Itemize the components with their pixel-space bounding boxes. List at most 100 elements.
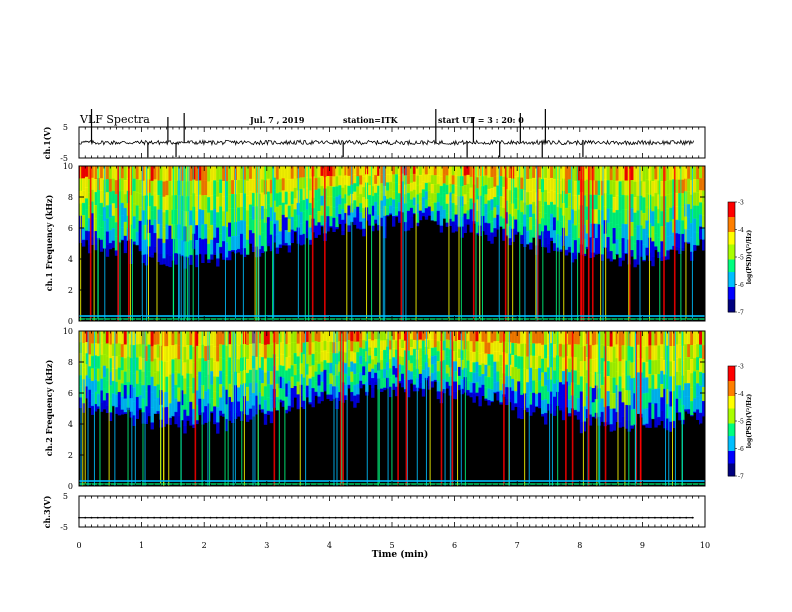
spectrogram-cell	[696, 396, 700, 410]
spectrogram-cell	[478, 364, 482, 377]
spectrogram-cell	[606, 208, 611, 224]
spectrogram-cell	[558, 221, 563, 236]
spectrogram-cell	[269, 193, 274, 208]
spectrogram-cell	[406, 379, 411, 391]
spectrogram-cell	[675, 246, 679, 251]
spectrogram-cell	[362, 228, 366, 237]
spectrogram-cell	[418, 365, 423, 375]
spectrogram-cell	[645, 346, 649, 363]
spectrogram-cell	[198, 166, 202, 181]
spectrogram-cell	[594, 194, 599, 210]
spectrogram-cell	[332, 176, 336, 188]
spectrogram-cell	[535, 331, 539, 344]
spectrogram-cell	[216, 242, 220, 259]
spectrogram-cell	[183, 425, 187, 434]
spectrogram-cell	[123, 221, 128, 237]
colorbar-swatch	[728, 287, 735, 290]
spectrogram-cell	[102, 331, 107, 343]
spectrogram-cell	[317, 331, 321, 343]
spectrogram-cell	[445, 347, 450, 357]
spectrogram-cell	[293, 176, 298, 189]
spectrogram-cell	[576, 331, 581, 345]
spectrogram-cell	[305, 352, 309, 365]
spectrogram-cell	[400, 365, 405, 375]
ch3-sample-dot	[359, 516, 362, 519]
spectrogram-cell	[544, 412, 548, 425]
spectrogram-cell	[281, 388, 286, 401]
spectrogram-cell	[347, 375, 351, 386]
spectrogram-cell	[675, 331, 679, 345]
spectrogram-cell	[445, 184, 450, 195]
spectrogram-cell	[329, 383, 333, 395]
spectrogram-cell	[156, 371, 160, 385]
sferic-streak	[668, 331, 670, 486]
ch3-waveform-panel: 5 -5 ch.3(V)	[42, 492, 706, 532]
spectrogram-cell	[487, 354, 491, 366]
spectrogram-cell	[472, 331, 476, 342]
spectrogram-cell	[257, 249, 262, 257]
spectrogram-cell	[257, 331, 262, 344]
spectrogram-cell	[529, 178, 533, 192]
spectrogram-cell	[320, 351, 324, 362]
sferic-streak	[555, 166, 557, 321]
spectrogram-cell	[356, 206, 360, 218]
spectrogram-cell	[99, 202, 104, 216]
spectrogram-cell	[275, 331, 280, 345]
spectrogram-cell	[454, 371, 458, 382]
spectrogram-cell	[535, 368, 539, 382]
spectrogram-cell	[371, 340, 375, 351]
spectrogram-cell	[552, 357, 557, 371]
spectrogram-cell	[618, 406, 622, 423]
spectrogram-cell	[359, 364, 363, 373]
spectrogram-cell	[696, 344, 700, 358]
spectrogram-cell	[600, 357, 605, 372]
spectrogram-cell	[129, 195, 134, 211]
spectrogram-cell	[207, 197, 211, 214]
spectrogram-cell	[287, 179, 292, 193]
spectrogram-cell	[186, 345, 190, 360]
spectrogram-cell	[454, 361, 458, 372]
spectrogram-cell	[645, 423, 649, 428]
ch3-sample-dot	[128, 516, 130, 519]
spectrogram-cell	[299, 395, 303, 408]
spectrogram-cell	[213, 180, 217, 196]
sferic-streak	[617, 331, 619, 486]
spectrogram-cell	[487, 177, 491, 190]
spectrogram-cell	[338, 166, 342, 177]
spectrogram-cell	[201, 166, 205, 182]
spectrogram-cell	[430, 347, 435, 357]
spectrogram-cell	[254, 395, 259, 409]
spectrogram-cell	[475, 177, 479, 189]
spectrogram-cell	[231, 250, 235, 252]
spectrogram-cell	[585, 357, 590, 371]
spectrogram-cell	[204, 391, 208, 407]
spectrogram-cell	[514, 166, 518, 178]
spectrogram-cell	[225, 389, 229, 405]
spectrogram-cell	[544, 331, 548, 346]
spectrogram-cell	[281, 331, 286, 343]
spectrogram-cell	[654, 345, 658, 361]
spectrogram-cell	[284, 383, 289, 398]
spectrogram-cell	[535, 343, 539, 357]
spectrogram-cell	[144, 331, 148, 347]
spectrogram-cell	[356, 166, 360, 177]
spectrogram-cell	[532, 331, 536, 344]
spectrogram-cell	[198, 358, 202, 373]
spectrogram-cell	[481, 363, 485, 375]
spectrogram-cell	[389, 197, 393, 206]
spectrogram-cell	[153, 358, 157, 373]
spectrogram-cell	[642, 197, 646, 214]
spectrogram-cell	[648, 416, 652, 428]
colorbar-swatch	[728, 279, 735, 283]
spectrogram-cell	[204, 331, 208, 347]
ch3-sample-dot	[466, 516, 469, 519]
sferic-streak	[254, 331, 256, 486]
spectrogram-cell	[690, 166, 694, 181]
colorbar-swatch	[728, 426, 735, 429]
spectrogram-cell	[394, 215, 399, 218]
spectrogram-cell	[278, 218, 283, 232]
spectrogram-cell	[427, 190, 432, 199]
ch3-sample-dot	[253, 516, 256, 519]
spectrogram-cell	[171, 401, 175, 417]
spectrogram-cell	[436, 371, 441, 382]
